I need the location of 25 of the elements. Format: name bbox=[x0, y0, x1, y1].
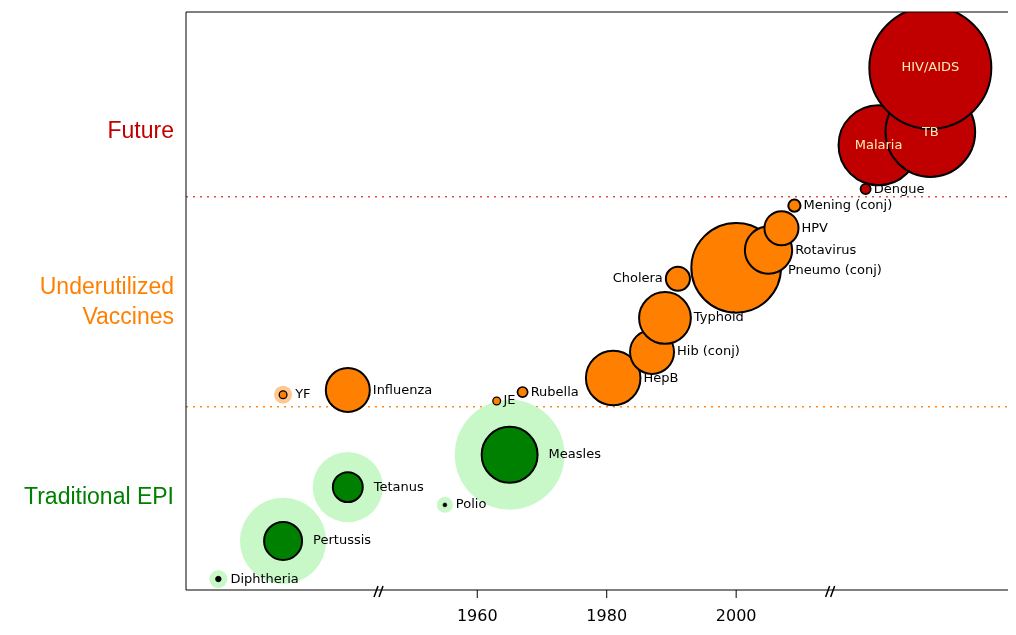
annotation: Polio bbox=[455, 496, 487, 512]
text: Traditional EPI bbox=[24, 483, 174, 510]
annotation: YF bbox=[294, 386, 311, 402]
annotation: Typhoid bbox=[692, 309, 744, 325]
text: Future bbox=[107, 117, 174, 144]
annotation: HepB bbox=[643, 369, 679, 385]
annotation: Rubella bbox=[530, 383, 579, 399]
annotation: HIV/AIDS bbox=[901, 59, 960, 75]
annotation: Diphtheria bbox=[230, 570, 299, 586]
x-tick-label: 1980 bbox=[586, 606, 628, 626]
annotation: Pneumo (conj) bbox=[787, 262, 882, 278]
annotation: Hib (conj) bbox=[677, 343, 740, 359]
annotation: Cholera bbox=[612, 270, 663, 286]
text: Underutilized Vaccines bbox=[39, 273, 174, 329]
annotation: JE bbox=[502, 392, 516, 408]
x-tick-label: 1960 bbox=[456, 606, 498, 626]
annotation: Influenza bbox=[372, 381, 433, 397]
x-tick-label: 2000 bbox=[715, 606, 757, 626]
annotation: Tetanus bbox=[372, 478, 425, 494]
annotation: Rotavirus bbox=[795, 241, 857, 257]
annotation: Mening (conj) bbox=[803, 197, 893, 213]
annotation: Pertussis bbox=[313, 532, 372, 548]
annotation: HPV bbox=[801, 219, 829, 235]
annotation: Measles bbox=[548, 446, 602, 462]
annotation: Dengue bbox=[873, 180, 925, 196]
